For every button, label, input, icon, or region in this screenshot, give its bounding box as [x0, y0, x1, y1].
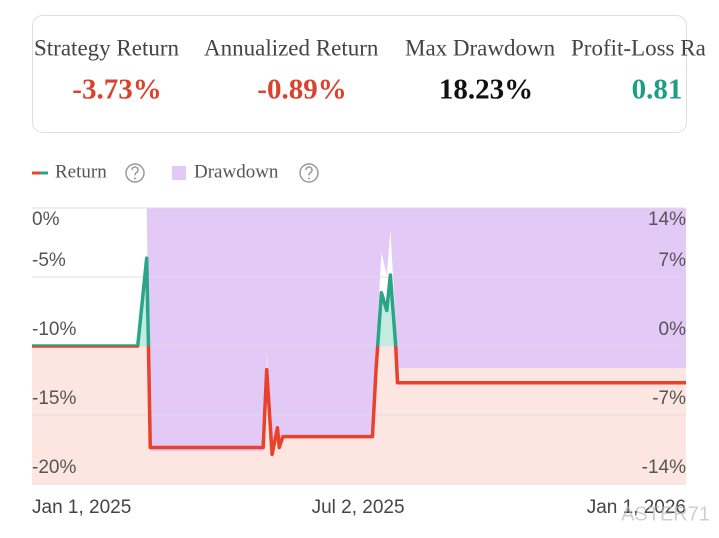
legend-swatch [172, 166, 186, 180]
y2-tick-label: 14% [648, 209, 686, 230]
x-tick-label: Jan 1, 2026 [587, 497, 686, 518]
legend-label: Drawdown [194, 161, 279, 182]
y2-tick-label: -14% [642, 457, 686, 478]
metric-label: Strategy Return [34, 35, 179, 60]
help-icon [299, 163, 319, 183]
y2-tick-label: 0% [659, 319, 687, 340]
return-line-positive [32, 256, 398, 346]
metric-value: 0.81 [632, 74, 683, 106]
legend-label: Return [55, 161, 107, 182]
y2-tick-label: 7% [659, 250, 687, 271]
y-tick-label: -20% [32, 457, 76, 478]
x-tick-label: Jan 1, 2025 [32, 497, 131, 518]
metric-value: -0.89% [257, 74, 346, 106]
return-line-negative [32, 346, 686, 457]
y-tick-label: -10% [32, 319, 76, 340]
metric-label: Max Drawdown [405, 35, 556, 60]
help-icon-mark [305, 166, 313, 176]
metrics-card [32, 15, 687, 133]
help-icon-dot [134, 177, 136, 180]
y-tick-label: 0% [32, 209, 60, 230]
help-icon-mark [131, 166, 139, 176]
metric-label: Profit-Loss Ra [571, 35, 706, 60]
watermark: ASTER71 [621, 503, 710, 525]
plot: 0% -5% -10% -15% -20% 14% 7% 0% -7% -14% Jan 1, 20… [32, 207, 687, 518]
y-tick-label: -5% [32, 250, 66, 271]
x-tick-label: Jul 2, 2025 [312, 497, 405, 518]
metric-value: 18.23% [439, 74, 533, 106]
legend: Return Drawdown [32, 161, 319, 183]
help-icon [125, 163, 145, 183]
metric-label: Annualized Return [204, 35, 379, 60]
metric-value: -3.73% [72, 74, 161, 106]
drawdown-area [32, 208, 686, 460]
y-tick-label: -15% [32, 388, 76, 409]
y2-tick-label: -7% [652, 388, 686, 409]
metrics: Strategy Return -3.73% Annualized Return -0… [34, 35, 706, 105]
help-icon-dot [308, 177, 310, 180]
